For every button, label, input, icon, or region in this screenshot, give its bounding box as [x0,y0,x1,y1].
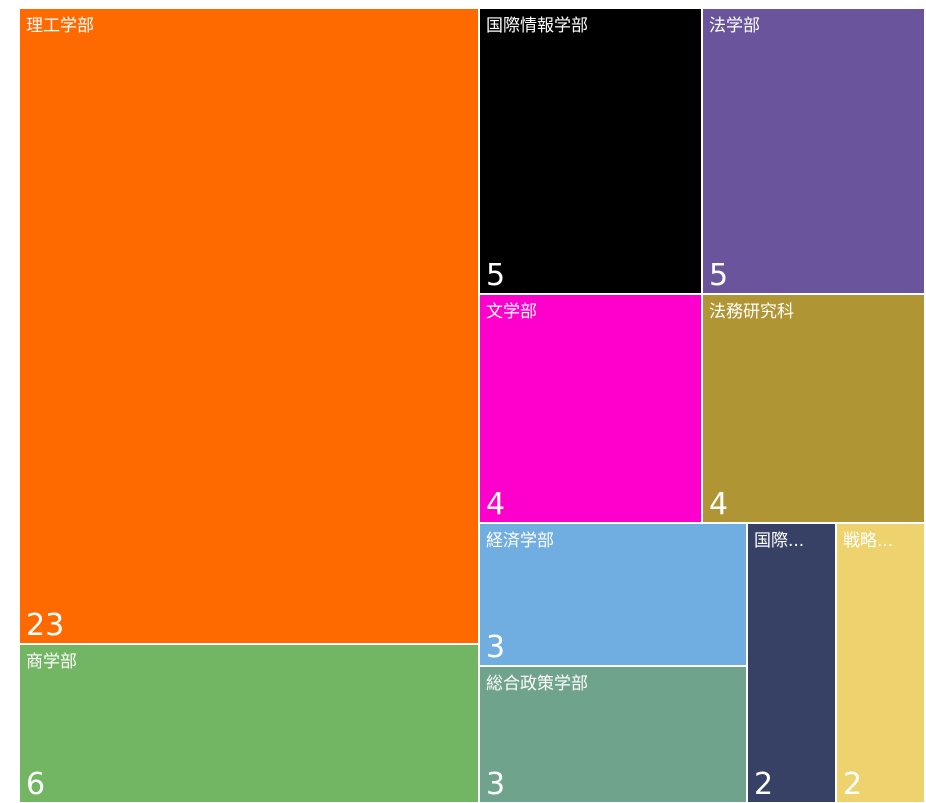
treemap-cell-keizai[interactable]: 経済学部 3 [479,523,747,666]
treemap-cell-sougou-seisaku[interactable]: 総合政策学部 3 [479,666,747,803]
treemap-cell-kokusai[interactable]: 国際... 2 [747,523,836,803]
cell-label: 国際... [754,531,805,551]
treemap-cell-shougaku[interactable]: 商学部 6 [19,644,479,803]
cell-label: 法学部 [709,16,760,36]
cell-value: 5 [709,258,729,293]
cell-label: 理工学部 [26,16,94,36]
cell-value: 3 [486,630,506,665]
treemap-cell-hougaku[interactable]: 法学部 5 [702,8,925,294]
cell-label: 商学部 [26,652,77,672]
cell-label: 国際情報学部 [486,16,588,36]
cell-label: 総合政策学部 [486,674,588,694]
cell-value: 2 [843,767,863,802]
treemap-cell-kokusai-jouhou[interactable]: 国際情報学部 5 [479,8,702,294]
treemap-cell-rikou[interactable]: 理工学部 23 [19,8,479,644]
cell-label: 戦略... [843,531,894,551]
cell-value: 3 [486,767,506,802]
cell-value: 4 [486,487,506,522]
treemap-chart: 理工学部 23 商学部 6 国際情報学部 5 法学部 5 文学部 4 法務研究科… [19,8,925,803]
cell-value: 23 [26,608,65,643]
cell-value: 5 [486,258,506,293]
treemap-cell-houmu[interactable]: 法務研究科 4 [702,294,925,523]
cell-value: 2 [754,767,774,802]
cell-value: 4 [709,487,729,522]
cell-label: 経済学部 [486,531,554,551]
treemap-cell-senryaku[interactable]: 戦略... 2 [836,523,925,803]
cell-label: 法務研究科 [709,302,794,322]
treemap-cell-bungaku[interactable]: 文学部 4 [479,294,702,523]
cell-value: 6 [26,767,46,802]
cell-label: 文学部 [486,302,537,322]
